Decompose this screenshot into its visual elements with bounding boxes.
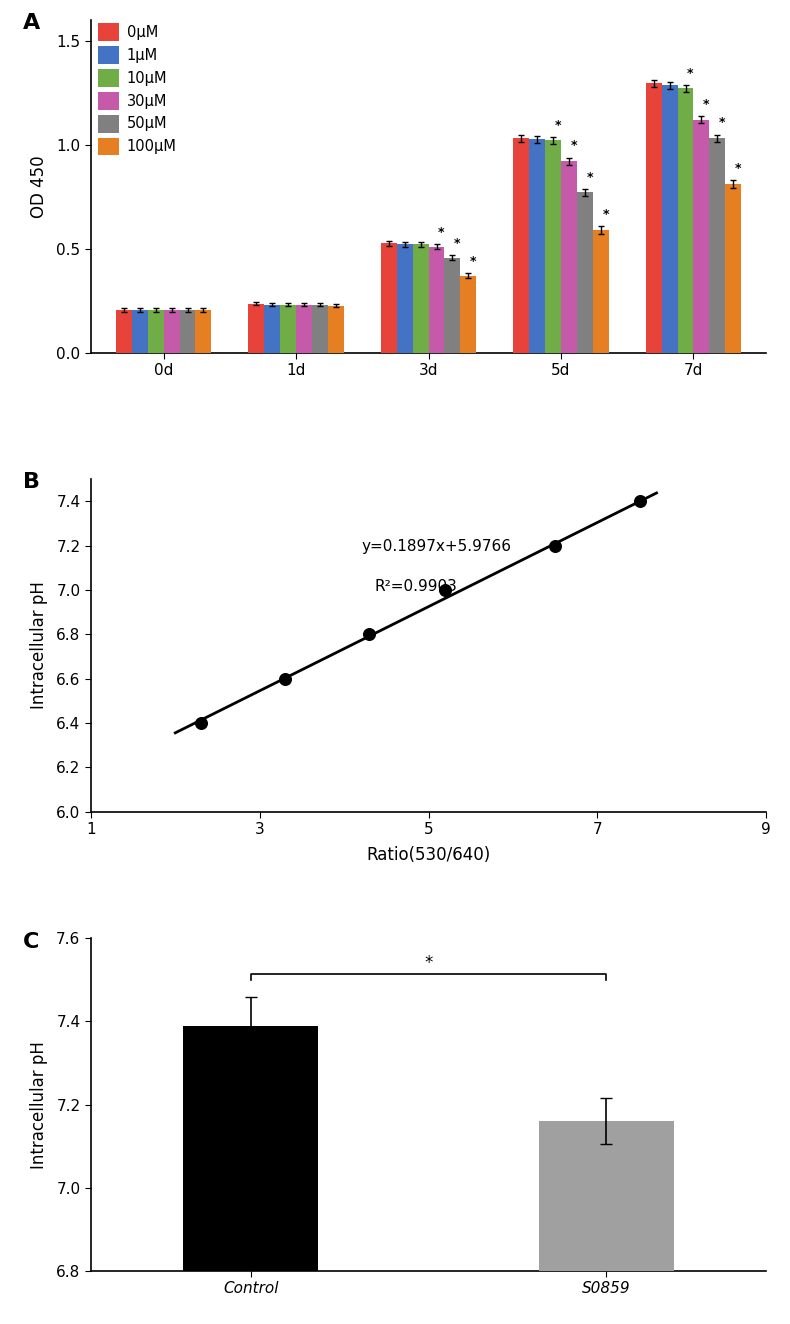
Bar — [545, 140, 561, 352]
Text: *: * — [602, 208, 609, 221]
Point — [634, 491, 646, 512]
Text: *: * — [470, 256, 476, 267]
Bar — [179, 310, 195, 352]
Text: *: * — [424, 955, 433, 972]
Bar — [514, 139, 529, 352]
Bar — [645, 83, 662, 352]
Bar — [461, 275, 476, 352]
Legend: 0μM, 1μM, 10μM, 30μM, 50μM, 100μM: 0μM, 1μM, 10μM, 30μM, 50μM, 100μM — [98, 24, 177, 155]
Bar — [445, 258, 461, 352]
Point — [363, 624, 376, 645]
Bar — [195, 310, 212, 352]
Bar — [529, 139, 545, 352]
Text: B: B — [24, 473, 40, 493]
Text: *: * — [454, 237, 461, 250]
Text: A: A — [24, 13, 40, 33]
Bar — [428, 246, 445, 352]
Point — [279, 669, 292, 690]
Text: *: * — [570, 139, 577, 152]
Bar — [725, 184, 741, 352]
Bar — [312, 305, 328, 352]
Point — [439, 580, 452, 601]
Bar — [539, 1121, 674, 1271]
Bar — [116, 310, 132, 352]
Bar — [248, 303, 265, 352]
Text: *: * — [735, 163, 741, 175]
Bar — [709, 139, 725, 352]
Bar — [280, 305, 296, 352]
Bar — [397, 245, 412, 352]
Bar — [183, 1026, 318, 1271]
Bar — [662, 85, 678, 352]
Point — [194, 712, 207, 733]
Text: *: * — [586, 171, 592, 184]
Y-axis label: Intracellular pH: Intracellular pH — [30, 581, 47, 710]
Text: *: * — [703, 98, 709, 111]
Text: y=0.1897x+5.9766: y=0.1897x+5.9766 — [361, 539, 511, 553]
Text: C: C — [24, 932, 40, 952]
Bar — [561, 162, 577, 352]
Bar — [296, 305, 312, 352]
Bar — [328, 306, 344, 352]
Bar — [164, 310, 179, 352]
Text: *: * — [687, 66, 694, 79]
X-axis label: Ratio(530/640): Ratio(530/640) — [367, 846, 491, 863]
Text: *: * — [555, 119, 561, 131]
Bar — [132, 310, 148, 352]
Y-axis label: Intracellular pH: Intracellular pH — [30, 1041, 48, 1169]
Bar — [265, 305, 280, 352]
Point — [549, 535, 562, 556]
Bar — [694, 119, 709, 352]
Bar — [412, 245, 428, 352]
Bar — [678, 89, 694, 352]
Bar — [592, 230, 608, 352]
Text: *: * — [438, 226, 445, 238]
Bar — [381, 244, 397, 352]
Bar — [577, 192, 592, 352]
Text: *: * — [719, 117, 725, 130]
Bar — [148, 310, 164, 352]
Text: R²=0.9903: R²=0.9903 — [374, 579, 457, 594]
Y-axis label: OD 450: OD 450 — [30, 155, 48, 217]
